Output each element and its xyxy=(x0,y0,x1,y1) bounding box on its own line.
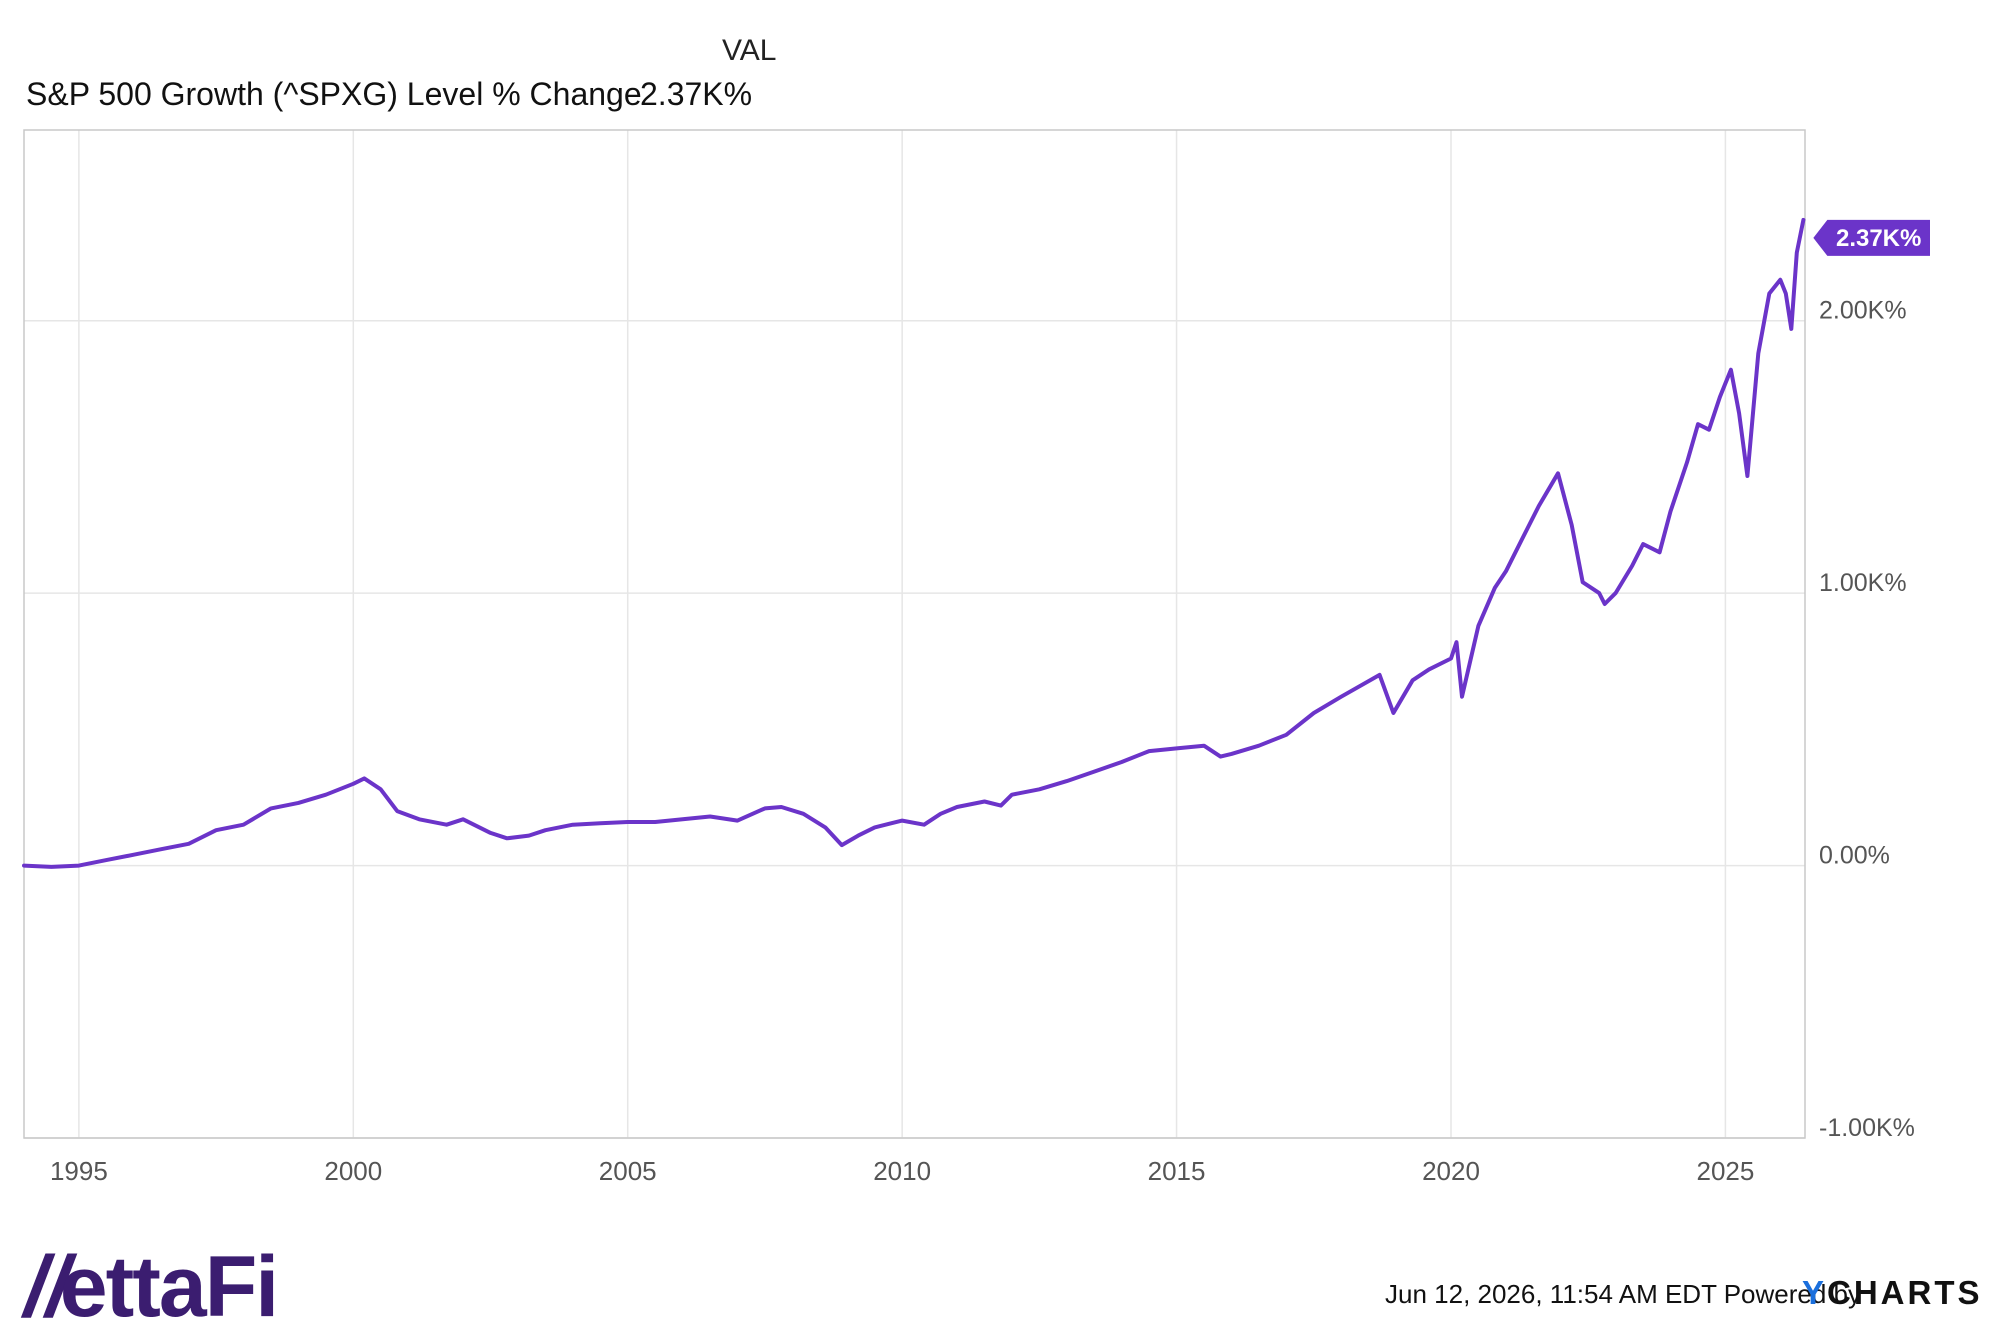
x-tick-label: 2025 xyxy=(1696,1156,1754,1186)
ycharts-logo[interactable]: YCHARTS xyxy=(1802,1274,1983,1311)
last-value-tag: 2.37K% xyxy=(1813,219,1930,256)
x-tick-label: 2000 xyxy=(324,1156,382,1186)
vettafi-logo: //ettaFi xyxy=(24,1239,279,1335)
plot-area-border xyxy=(23,129,1806,1139)
timestamp-text: Jun 12, 2026, 11:54 AM EDT xyxy=(1385,1279,1717,1309)
last-value-tag-shape xyxy=(1813,219,1930,256)
legend-series-value: 2.37K% xyxy=(640,76,753,112)
x-tick-label: 2015 xyxy=(1148,1156,1206,1186)
x-tick-label: 2020 xyxy=(1422,1156,1480,1186)
y-tick-label: -1.00K% xyxy=(1819,1114,1915,1142)
y-tick-label: 2.00K% xyxy=(1819,297,1907,325)
y-tick-label: 1.00K% xyxy=(1819,569,1907,597)
legend-series-label[interactable]: S&P 500 Growth (^SPXG) Level % Change xyxy=(26,76,642,112)
x-tick-label: 2010 xyxy=(873,1156,931,1186)
y-axis-tick-labels: -1.00K% 0.00% 1.00K% 2.00K% xyxy=(1819,297,1915,1142)
footer-timestamp: Jun 12, 2026, 11:54 AM EDT Powered by xyxy=(1385,1279,1861,1310)
legend-column-header: VAL xyxy=(722,34,777,67)
powered-by-text: Powered by xyxy=(1723,1279,1862,1309)
x-tick-label: 1995 xyxy=(50,1156,108,1186)
x-tick-label: 2005 xyxy=(599,1156,657,1186)
last-value-label: 2.37K% xyxy=(1836,225,1921,252)
grid-lines xyxy=(24,130,1805,1139)
y-tick-label: 0.00% xyxy=(1819,842,1890,870)
series-line-spxg[interactable] xyxy=(22,217,1806,869)
x-axis-tick-labels: 1995 2000 2005 2010 2015 2020 2025 xyxy=(50,1156,1754,1186)
